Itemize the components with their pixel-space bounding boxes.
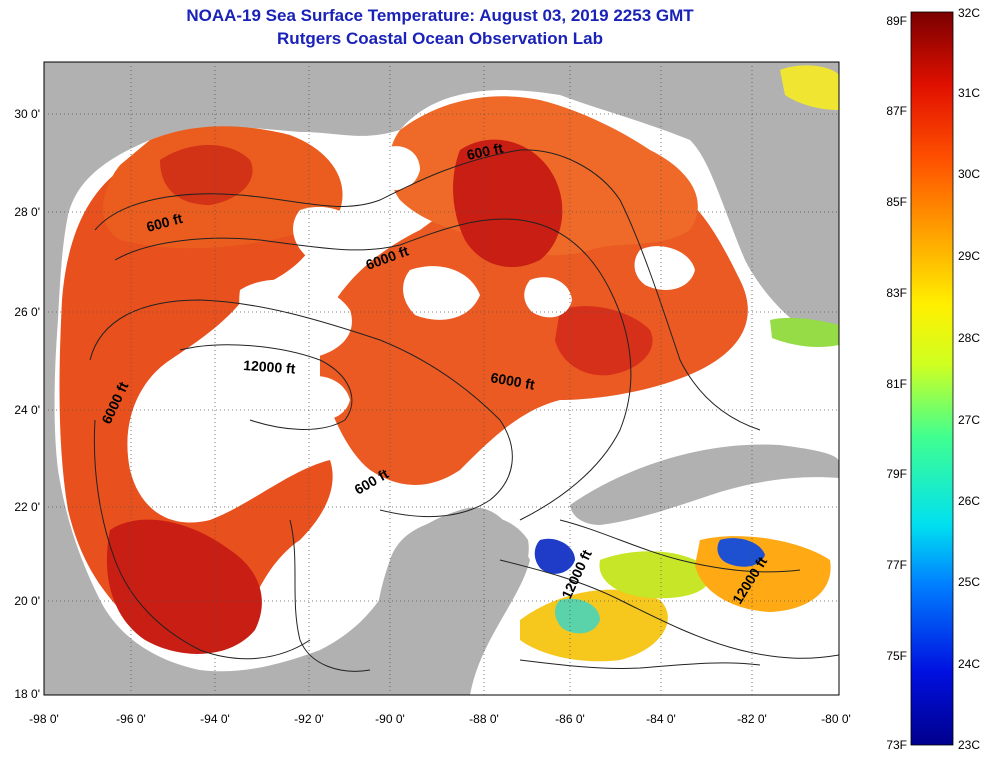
colorbar-f-label: 83F	[886, 286, 907, 300]
colorbar-f-label: 77F	[886, 558, 907, 572]
colorbar-c-label: 28C	[958, 331, 980, 345]
map-subtitle: Rutgers Coastal Ocean Observation Lab	[277, 29, 603, 48]
colorbar-f-label: 85F	[886, 195, 907, 209]
longitude-label: -84 0'	[646, 712, 676, 726]
sst-caribbean-cooler	[520, 65, 839, 662]
longitude-label: -82 0'	[737, 712, 767, 726]
latitude-label: 28 0'	[14, 205, 40, 219]
contour-label-600ft-northeast: 600 ft	[465, 140, 504, 163]
colorbar-c-label: 26C	[958, 494, 980, 508]
colorbar-f-label: 81F	[886, 377, 907, 391]
colorbar-c-label: 30C	[958, 167, 980, 181]
cuba-land	[570, 444, 839, 525]
longitude-axis: -98 0' -96 0' -94 0' -92 0' -90 0' -88 0…	[29, 712, 851, 726]
sst-hot-loop-current	[453, 139, 563, 268]
colorbar-f-label: 75F	[886, 649, 907, 663]
colorbar-c-label: 23C	[958, 738, 980, 752]
sst-hot-texas-shelf	[160, 145, 253, 205]
latitude-label: 30 0'	[14, 107, 40, 121]
sst-warm-west	[59, 138, 333, 647]
colorbar-f-label: 87F	[886, 104, 907, 118]
longitude-label: -98 0'	[29, 712, 59, 726]
longitude-label: -86 0'	[555, 712, 585, 726]
longitude-label: -96 0'	[116, 712, 146, 726]
graticule	[44, 62, 839, 695]
latitude-label: 22 0'	[14, 500, 40, 514]
contour-label-6000ft-east: 6000 ft	[489, 369, 536, 393]
colorbar-f-label: 89F	[886, 14, 907, 28]
latitude-axis: 30 0' 28 0' 26 0' 24 0' 22 0' 20 0' 18 0…	[14, 107, 40, 701]
latitude-label: 18 0'	[14, 687, 40, 701]
longitude-label: -88 0'	[469, 712, 499, 726]
sst-hot-east	[555, 306, 653, 376]
colorbar-c-label: 27C	[958, 413, 980, 427]
colorbar-c-label: 29C	[958, 249, 980, 263]
longitude-label: -90 0'	[375, 712, 405, 726]
longitude-label: -94 0'	[200, 712, 230, 726]
sst-hot-bay-of-campeche	[106, 519, 262, 654]
latitude-label: 20 0'	[14, 594, 40, 608]
bathymetry-contours	[89, 149, 839, 672]
yucatan-land	[374, 514, 529, 695]
colorbar-c-label: 24C	[958, 657, 980, 671]
colorbar-f-label: 73F	[886, 738, 907, 752]
longitude-label: -80 0'	[821, 712, 851, 726]
colorbar-c-label: 31C	[958, 86, 980, 100]
temperature-colorbar	[910, 11, 954, 746]
map-title: NOAA-19 Sea Surface Temperature: August …	[186, 6, 694, 25]
longitude-label: -92 0'	[294, 712, 324, 726]
latitude-label: 24 0'	[14, 403, 40, 417]
colorbar-c-label: 25C	[958, 575, 980, 589]
cloud-patches	[178, 146, 695, 472]
latitude-label: 26 0'	[14, 305, 40, 319]
map-frame	[43, 61, 840, 696]
colorbar-celsius-labels: 32C 31C 30C 29C 28C 27C 26C 25C 24C 23C	[958, 6, 980, 752]
colorbar-fahrenheit-labels: 89F 87F 85F 83F 81F 79F 77F 75F 73F	[886, 14, 907, 752]
sst-warm-central	[320, 165, 748, 486]
colorbar-c-label: 32C	[958, 6, 980, 20]
colorbar-f-label: 79F	[886, 467, 907, 481]
contour-label-12000ft-central: 12000 ft	[243, 357, 296, 377]
